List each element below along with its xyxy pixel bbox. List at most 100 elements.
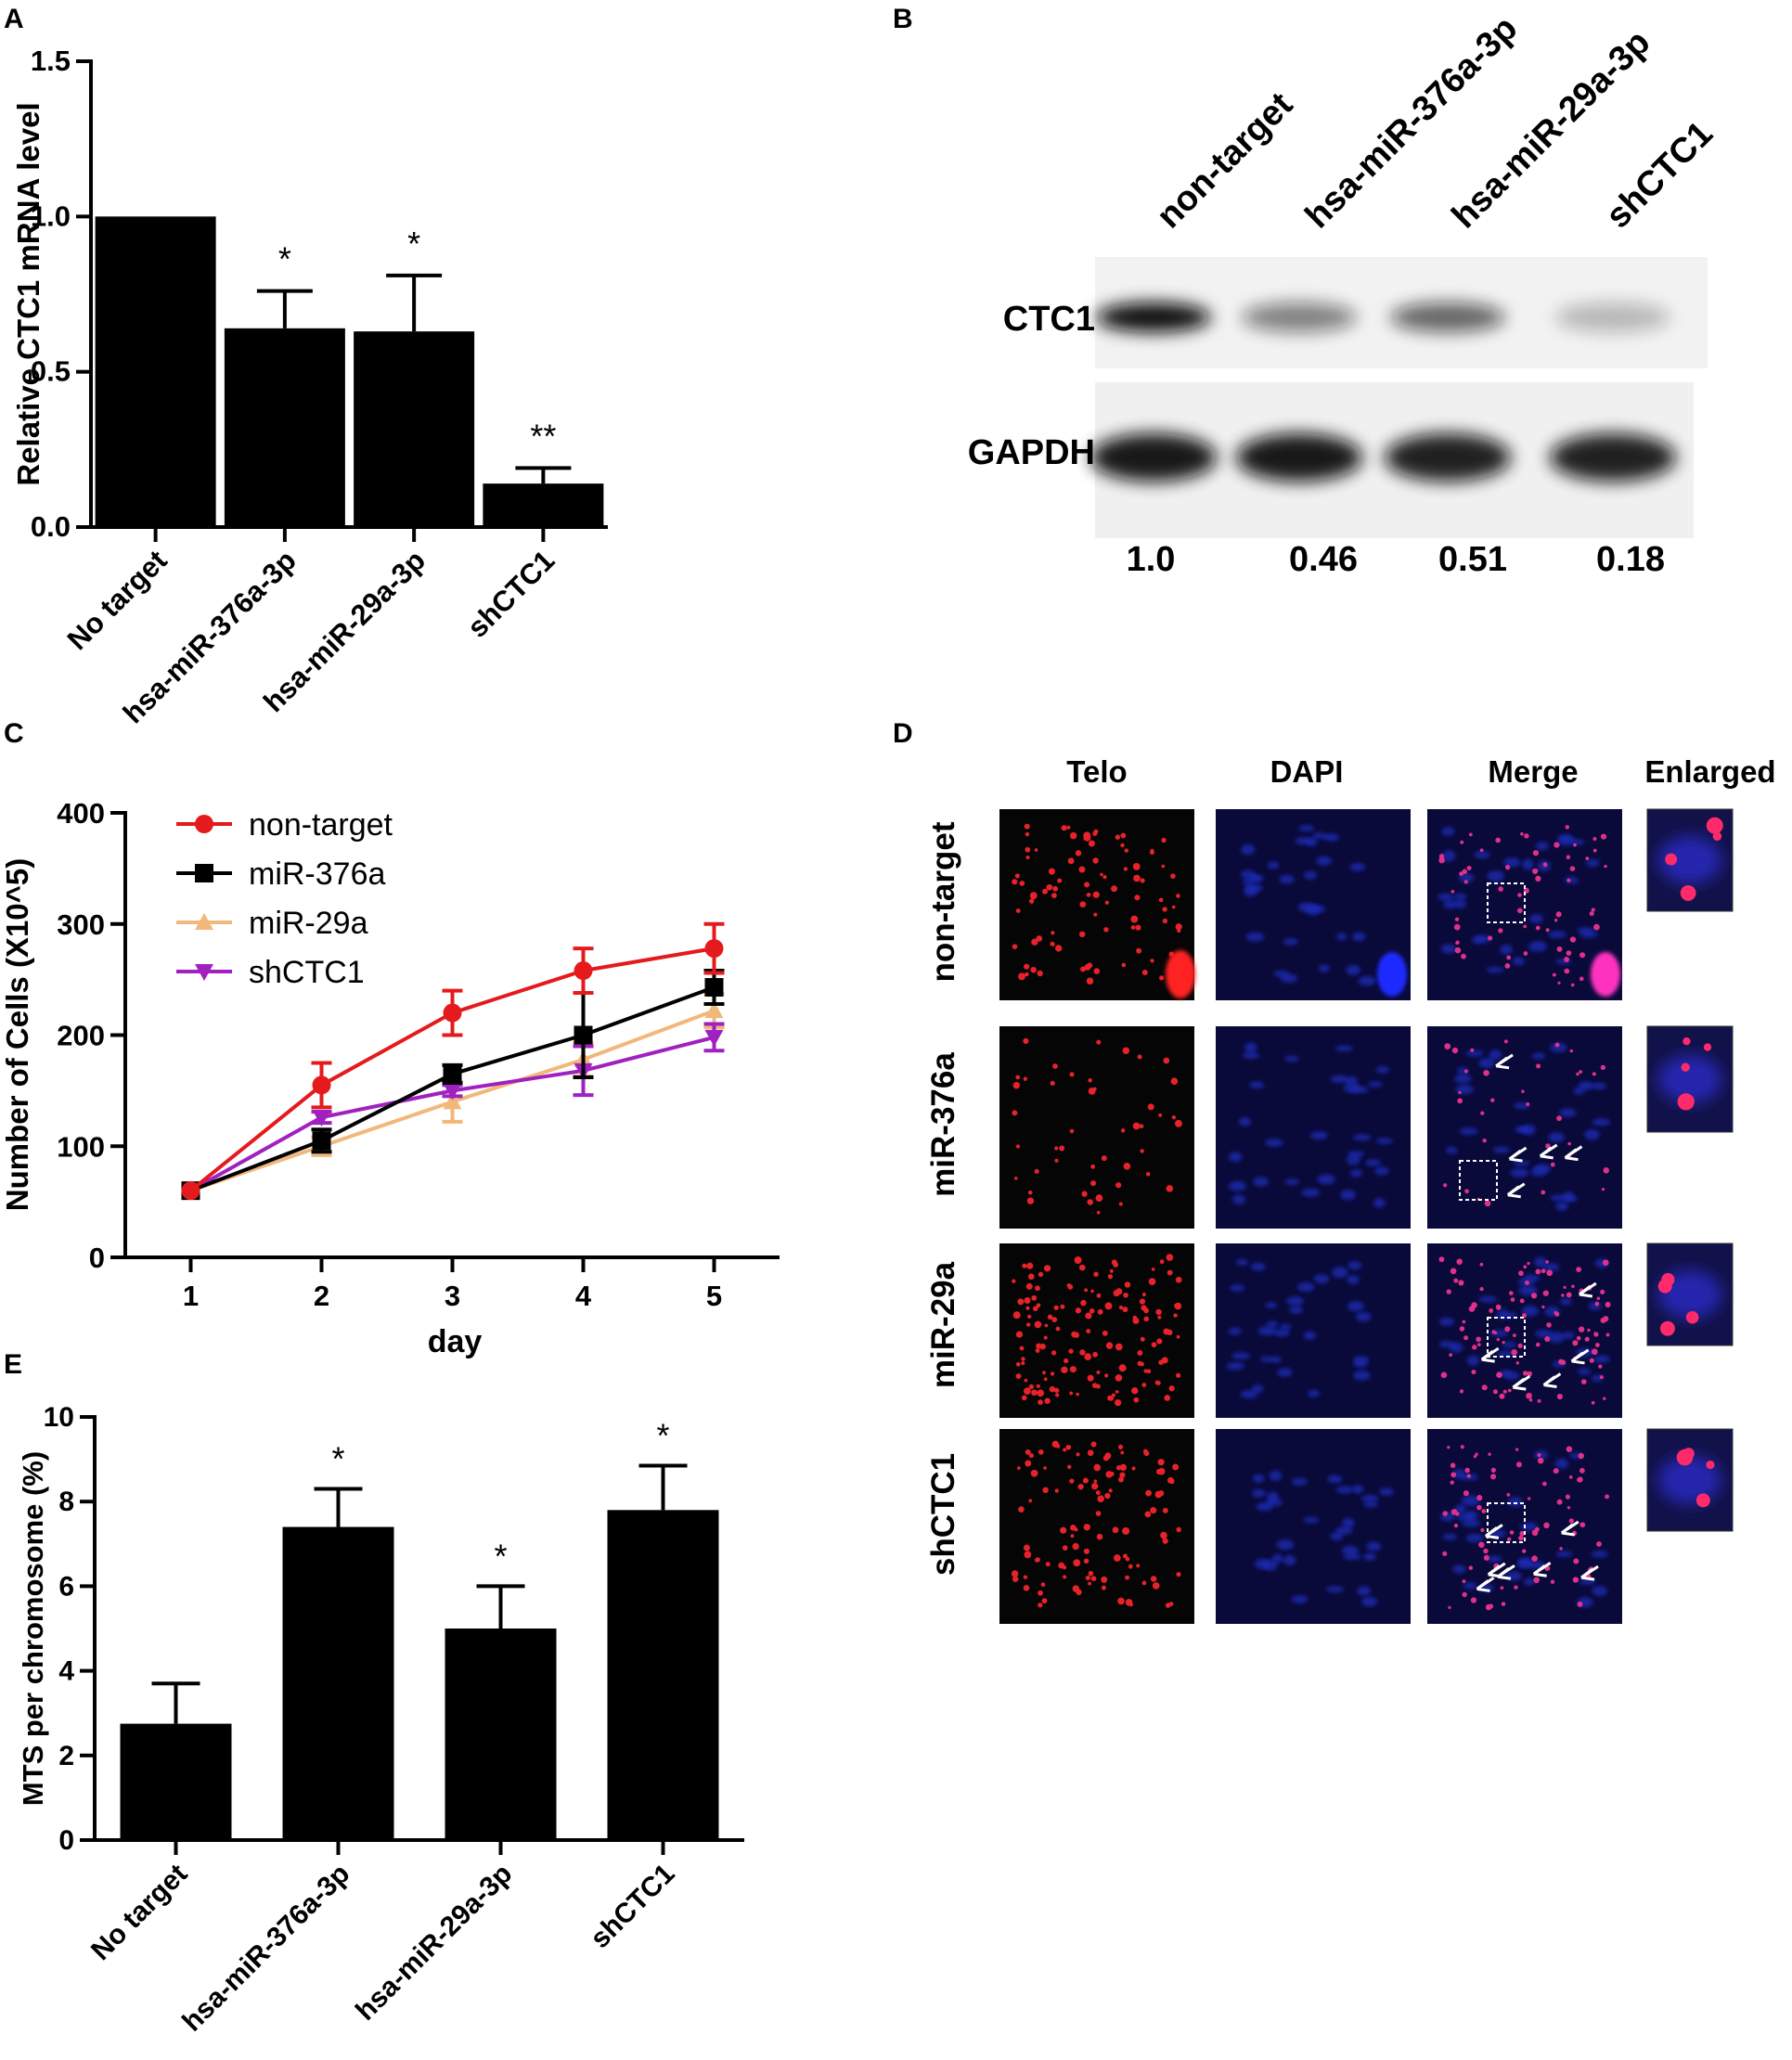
y-tick-label: 8 [58, 1487, 74, 1517]
telomere-signal [1092, 1087, 1097, 1091]
telomere-signal [1470, 1048, 1475, 1052]
chromosome [1347, 1261, 1362, 1270]
telomere-signal-enlarged [1706, 817, 1723, 834]
chromosome [1518, 1127, 1531, 1134]
telomere-signal [1542, 862, 1548, 868]
telomere-signal [1087, 1374, 1094, 1382]
telomere-signal [1591, 1348, 1598, 1356]
chromosome [1462, 1519, 1481, 1527]
telomere-signal [1498, 928, 1503, 933]
telomere-signal [1017, 1298, 1025, 1306]
telomere-signal [1446, 1289, 1451, 1294]
telomere-signal [1083, 1524, 1091, 1531]
telomere-signal [1145, 1171, 1151, 1177]
significance-mark: * [407, 225, 420, 263]
telomere-signal [1064, 1358, 1069, 1364]
chromosome [1265, 1302, 1278, 1308]
telomere-signal [1564, 957, 1569, 962]
chromosome [1523, 1577, 1535, 1586]
telomere-signal [1132, 1317, 1140, 1324]
telomere-signal [1109, 1268, 1114, 1273]
chromosome [1476, 934, 1492, 944]
panel-b: B non-target hsa-miR-376a-3p hsa-miR-29a… [893, 4, 1721, 579]
telomere-signal [1141, 1580, 1147, 1586]
chromosome [1291, 1595, 1309, 1603]
telomere-signal [1519, 1530, 1525, 1537]
telomere-signal [1576, 1072, 1579, 1076]
blot-band-gapdh [1090, 433, 1217, 482]
chromosome [1437, 893, 1454, 901]
chromosome [1497, 1350, 1515, 1358]
telomere-signal [1059, 1145, 1065, 1152]
telomere-signal [1047, 1314, 1053, 1320]
telomere-signal [1476, 1495, 1483, 1501]
panel-letter-a: A [4, 4, 24, 34]
chromosome [1253, 1177, 1270, 1187]
telomere-signal [1043, 1265, 1051, 1272]
telomere-signal [1036, 1303, 1041, 1308]
chromosome [1363, 1500, 1379, 1508]
telomere-signal [1115, 1182, 1122, 1189]
telomere-signal [1051, 1440, 1060, 1448]
chromosome [1584, 1128, 1600, 1140]
microscopy-row-label: non-target [925, 821, 961, 982]
chromosome [1441, 827, 1455, 836]
chromosome [1592, 1118, 1611, 1127]
chromosome [1591, 1551, 1608, 1558]
microscopy-col-label: Enlarged [1644, 754, 1775, 789]
telomere-signal [1157, 1468, 1166, 1475]
chromosome [1357, 1586, 1372, 1596]
telomere-signal [1161, 864, 1166, 869]
x-tick-label: shCTC1 [461, 544, 561, 644]
telomere-signal [1034, 848, 1038, 852]
telomere-signal [1589, 911, 1594, 917]
merge-image [1427, 1243, 1622, 1418]
telomere-signal [1477, 1343, 1481, 1346]
chromosome [1454, 899, 1466, 908]
chromosome [1500, 1370, 1512, 1377]
telomere-signal [1102, 875, 1107, 880]
telomere-signal [1089, 1180, 1097, 1187]
telomere-signal [1517, 1343, 1523, 1348]
telomere-signal [1150, 1576, 1157, 1582]
telomere-signal [1566, 1292, 1572, 1298]
telomere-signal [1075, 1307, 1082, 1314]
telomere-signal [1028, 898, 1035, 904]
chromosome [1230, 1284, 1245, 1292]
telomere-signal [1171, 905, 1176, 909]
arrow-icon [1578, 1281, 1597, 1298]
telomere-signal [1030, 1469, 1038, 1477]
telomere-signal [1015, 1075, 1021, 1080]
panel-c-line-chart: 0 100 200 300 400 1 2 3 4 5 [57, 797, 780, 1312]
telomere-signal [1542, 1290, 1549, 1296]
telomere-signal [1479, 1286, 1484, 1292]
telomere-signal [1133, 1397, 1140, 1403]
chromosome [1353, 1370, 1371, 1381]
chromosome [1542, 1263, 1560, 1271]
telomere-signal [1604, 864, 1607, 869]
telomere-signal [1576, 1267, 1581, 1272]
chromosome [1279, 1323, 1292, 1330]
telomere-signal [1019, 881, 1025, 886]
telomere-signal [1096, 1370, 1101, 1374]
chromosome [1352, 1134, 1372, 1141]
telomere-signal [1061, 825, 1067, 831]
telomere-signal [1120, 1128, 1126, 1133]
telomere-signal [1527, 1261, 1530, 1266]
telomere-signal [1596, 1296, 1601, 1301]
chromosome [1560, 1297, 1572, 1306]
x-tick-label: 5 [706, 1280, 722, 1312]
telomere-signal [1462, 869, 1467, 875]
y-tick-label: 100 [57, 1130, 105, 1163]
telomere-signal [1151, 1342, 1157, 1348]
x-tick-label: shCTC1 [585, 1859, 680, 1954]
telomere-signal [1041, 1598, 1048, 1604]
telomere-signal [1024, 1387, 1031, 1395]
telomere-signal [1143, 1316, 1150, 1322]
telomere-signal [1015, 908, 1021, 913]
blot-lane-labels: non-target hsa-miR-376a-3p hsa-miR-29a-3… [1150, 9, 1721, 237]
telomere-signal [1594, 1301, 1600, 1307]
telomere-signal [1512, 1333, 1516, 1338]
telomere-signal [1045, 1562, 1051, 1567]
chromosome [1379, 1487, 1394, 1496]
